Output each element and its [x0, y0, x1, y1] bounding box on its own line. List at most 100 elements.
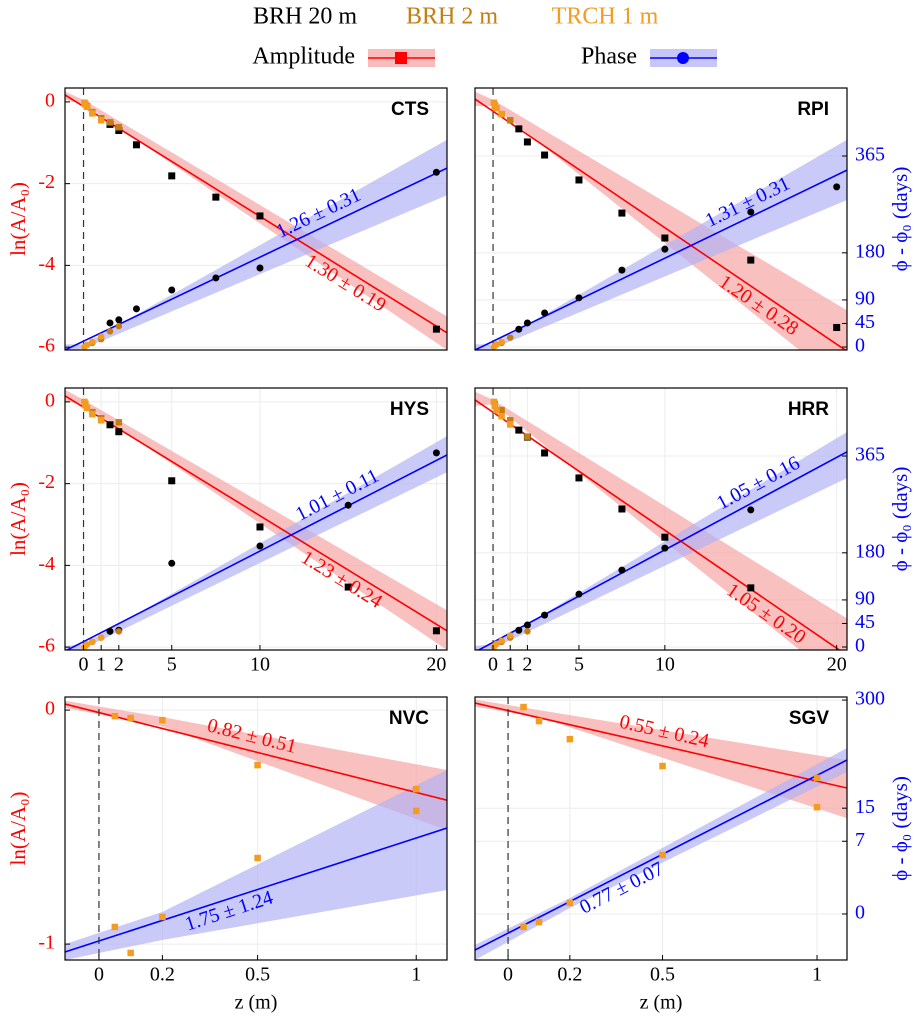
panel-frame: [64, 387, 448, 651]
panel-title: CTS: [391, 99, 429, 120]
confidence-band: [65, 139, 447, 350]
y-tick-label: 0: [45, 89, 55, 111]
data-point: [524, 628, 531, 635]
data-point: [575, 590, 583, 598]
legend-marker: [395, 52, 407, 64]
data-point: [106, 421, 114, 429]
data-point: [106, 319, 114, 327]
data-point: [659, 851, 666, 859]
data-point: [813, 803, 821, 811]
x-tick-label: 10: [250, 654, 270, 676]
x-tick-label: 1: [96, 654, 106, 676]
data-point: [254, 854, 261, 862]
x-tick-label: 5: [574, 654, 584, 676]
y2-tick-label: 90: [855, 288, 875, 310]
data-point: [520, 703, 527, 711]
x-tick-label: 2: [522, 654, 532, 676]
data-point: [506, 117, 514, 124]
data-point: [115, 419, 123, 426]
y2-tick-label: 90: [855, 588, 875, 610]
data-point: [535, 717, 543, 725]
y2-axis-label: ϕ - ϕ₀ (days): [888, 776, 912, 881]
y-tick-label: -6: [38, 635, 55, 657]
data-point: [493, 341, 500, 348]
x-tick-label: 0.2: [557, 964, 582, 986]
x-tick-label: 0.5: [245, 964, 270, 986]
data-point: [566, 899, 574, 907]
data-point: [89, 638, 96, 646]
data-point: [159, 913, 166, 921]
data-point: [106, 328, 114, 335]
fit-line: [65, 454, 447, 650]
panel-frame: [474, 87, 848, 351]
y-tick-label: -1: [38, 932, 55, 954]
y2-axis-label: ϕ - ϕ₀ (days): [888, 467, 912, 572]
data-point: [747, 506, 755, 514]
y2-axis-label: ϕ - ϕ₀ (days): [888, 167, 912, 272]
data-point: [747, 584, 755, 592]
panel-frame: [64, 696, 448, 961]
y-tick-label: -4: [38, 553, 55, 575]
data-point: [659, 762, 666, 770]
panel-title: HRR: [788, 399, 829, 420]
data-point: [661, 544, 669, 552]
y2-tick-label: 365: [855, 444, 885, 466]
data-point: [515, 626, 523, 634]
data-point: [618, 505, 626, 513]
legend-fit: Phase: [581, 44, 637, 70]
y2-tick-label: 365: [855, 144, 885, 166]
data-point: [83, 641, 91, 648]
fit-line: [477, 451, 847, 650]
y-axis-label: ln(A/A₀): [6, 792, 30, 866]
y-tick-label: 0: [45, 389, 55, 411]
data-point: [432, 449, 440, 457]
legend-source: BRH 20 m: [253, 4, 357, 30]
y-tick-label: 0: [45, 698, 55, 720]
data-point: [115, 428, 123, 436]
data-point: [498, 406, 505, 414]
fit-line: [65, 94, 447, 334]
y2-tick-label: 15: [855, 796, 875, 818]
data-point: [833, 183, 841, 191]
x-tick-label: 1: [411, 964, 421, 986]
data-point: [115, 628, 123, 635]
data-point: [115, 127, 123, 135]
legend-fit: Amplitude: [252, 44, 355, 70]
data-point: [115, 316, 123, 324]
data-point: [168, 477, 176, 485]
fit-line: [475, 98, 847, 350]
data-point: [833, 324, 841, 332]
data-point: [106, 627, 114, 635]
data-point: [97, 333, 105, 340]
data-point: [661, 245, 669, 253]
legend-marker: [677, 52, 689, 64]
data-point: [498, 637, 505, 644]
data-point: [541, 449, 549, 457]
panel-frame: [474, 696, 848, 961]
data-point: [523, 138, 531, 146]
data-point: [535, 918, 543, 926]
data-point: [81, 398, 88, 406]
panel-title: SGV: [789, 708, 829, 729]
data-point: [89, 338, 96, 346]
data-point: [506, 632, 514, 639]
data-point: [520, 923, 527, 931]
y-axis-label: ln(A/A₀): [6, 182, 30, 256]
data-point: [747, 256, 755, 264]
data-point: [115, 322, 123, 330]
data-point: [344, 501, 352, 509]
x-tick-label: 2: [114, 654, 124, 676]
data-point: [132, 141, 140, 149]
x-tick-label: 0: [94, 964, 104, 986]
data-point: [506, 417, 514, 424]
data-point: [541, 151, 549, 159]
y-tick-label: -2: [38, 471, 55, 493]
data-point: [493, 104, 500, 112]
data-point: [493, 406, 500, 414]
y2-tick-label: 0: [855, 635, 865, 657]
panel: [65, 388, 447, 650]
data-point: [106, 119, 114, 126]
data-point: [541, 611, 549, 619]
x-tick-label: 5: [167, 654, 177, 676]
